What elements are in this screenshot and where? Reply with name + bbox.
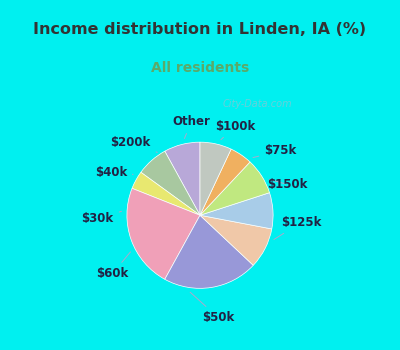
Wedge shape	[200, 149, 250, 215]
Wedge shape	[165, 142, 200, 215]
Wedge shape	[141, 151, 200, 215]
Text: Income distribution in Linden, IA (%): Income distribution in Linden, IA (%)	[34, 22, 366, 37]
Text: $100k: $100k	[215, 120, 255, 140]
Wedge shape	[200, 193, 273, 229]
Text: $200k: $200k	[110, 136, 157, 152]
Wedge shape	[127, 188, 200, 279]
Wedge shape	[200, 142, 231, 215]
Text: All residents: All residents	[151, 61, 249, 75]
Text: $30k: $30k	[82, 211, 122, 225]
Text: City-Data.com: City-Data.com	[222, 99, 292, 109]
Text: $75k: $75k	[253, 145, 296, 158]
Wedge shape	[132, 172, 200, 215]
Text: $50k: $50k	[190, 292, 234, 324]
Text: Other: Other	[172, 115, 210, 139]
Wedge shape	[200, 215, 272, 265]
Wedge shape	[200, 162, 270, 215]
Text: $40k: $40k	[95, 166, 133, 179]
Wedge shape	[165, 215, 253, 288]
Text: $150k: $150k	[268, 178, 308, 191]
Text: $60k: $60k	[96, 252, 130, 280]
Text: $125k: $125k	[274, 216, 321, 239]
